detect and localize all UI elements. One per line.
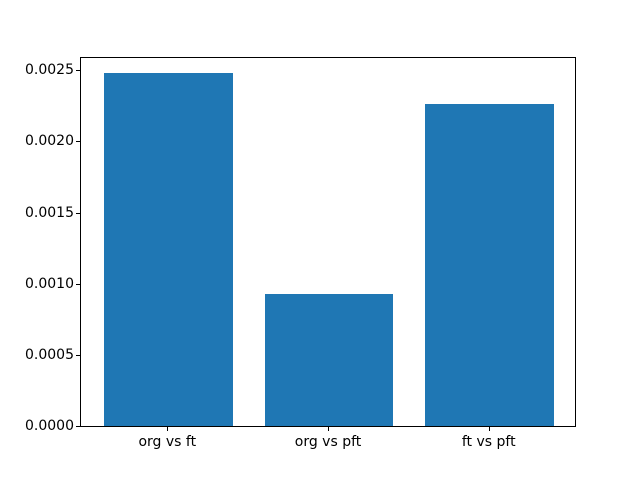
- x-axis-tick-label: org vs pft: [294, 434, 362, 450]
- y-axis-tick-label: 0.0025: [25, 62, 74, 79]
- y-axis-tick-label: 0.0010: [25, 275, 74, 292]
- bar-org-vs-ft: [103, 73, 233, 426]
- y-axis-tick-label: 0.0005: [25, 346, 74, 363]
- y-axis-tick-mark: [76, 70, 80, 72]
- x-axis-tick-label: org vs ft: [138, 434, 197, 450]
- bar-org-vs-pft: [264, 293, 394, 426]
- x-axis-tick-mark: [167, 427, 169, 431]
- y-axis-tick-mark: [76, 141, 80, 143]
- x-axis-tick-mark: [488, 427, 490, 431]
- plot-area: [80, 57, 576, 427]
- x-axis-tick-label: ft vs pft: [461, 434, 516, 450]
- y-axis-tick-mark: [76, 354, 80, 356]
- x-axis-tick-mark: [328, 427, 329, 431]
- y-axis-tick-mark: [76, 283, 80, 285]
- y-axis-tick-mark: [76, 212, 80, 214]
- y-axis-tick-label: 0.0020: [25, 133, 74, 150]
- y-axis-tick-label: 0.0000: [25, 418, 74, 434]
- bar-ft-vs-pft: [425, 104, 554, 426]
- y-axis-tick-mark: [76, 426, 80, 427]
- y-axis-tick-label: 0.0015: [25, 204, 74, 221]
